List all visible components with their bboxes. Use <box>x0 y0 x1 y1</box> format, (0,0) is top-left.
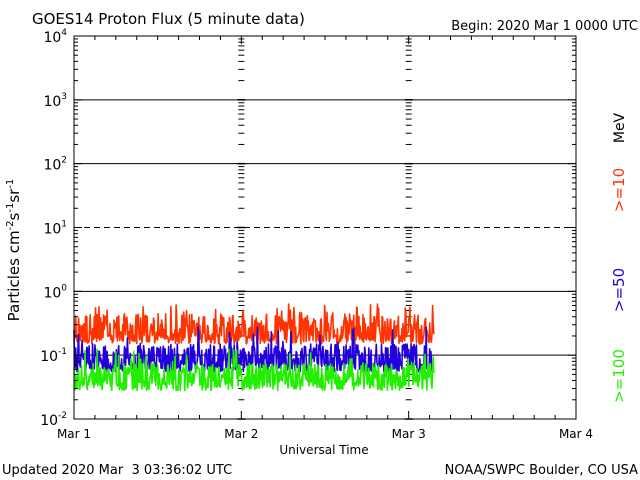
x-tick-label: Mar 4 <box>559 427 593 441</box>
x-tick-label: Mar 1 <box>57 427 91 441</box>
series-line-2 <box>73 348 435 392</box>
x-tick-label: Mar 2 <box>224 427 258 441</box>
x-tick-label: Mar 3 <box>392 427 426 441</box>
legend-entry-1: >=50 <box>610 268 628 312</box>
y-tick-label: 10-1 <box>40 347 67 365</box>
y-axis-label-exp1: -2 <box>5 220 16 230</box>
y-tick-label: 102 <box>43 156 67 174</box>
footer-updated: Updated 2020 Mar 3 03:36:02 UTC <box>2 463 232 478</box>
legend: >=10 >=50 >=100 <box>610 168 628 403</box>
legend-entry-2: >=100 <box>610 349 628 403</box>
y-axis-label-exp3: -1 <box>5 179 16 189</box>
y-tick-label: 100 <box>43 283 67 301</box>
footer-credit: NOAA/SWPC Boulder, CO USA <box>445 463 638 478</box>
y-axis-label-s: s <box>5 212 23 220</box>
y-axis-label-exp2: -1 <box>5 203 16 213</box>
begin-label: Begin: 2020 Mar 1 0000 UTC <box>451 19 638 34</box>
y-tick-label: 101 <box>43 220 67 238</box>
axis-layer: 10-2 10-1 100 101 102 103 104 Mar 1 Mar 2 Mar 3 Ma… <box>40 28 593 441</box>
y-axis-label-base: Particles cm <box>5 230 23 321</box>
chart-title: GOES14 Proton Flux (5 minute data) <box>32 10 305 28</box>
energy-unit-label: MeV <box>612 112 628 143</box>
y-axis-label-sr: sr <box>5 188 23 203</box>
series-layer <box>73 303 435 392</box>
y-tick-label: 104 <box>43 28 67 46</box>
y-axis-label: Particles cm-2s-1sr-1 <box>5 179 23 322</box>
y-tick-label: 103 <box>43 92 67 110</box>
x-axis-label: Universal Time <box>279 443 368 457</box>
y-tick-label: 10-2 <box>40 411 67 429</box>
legend-entry-0: >=10 <box>610 168 628 212</box>
